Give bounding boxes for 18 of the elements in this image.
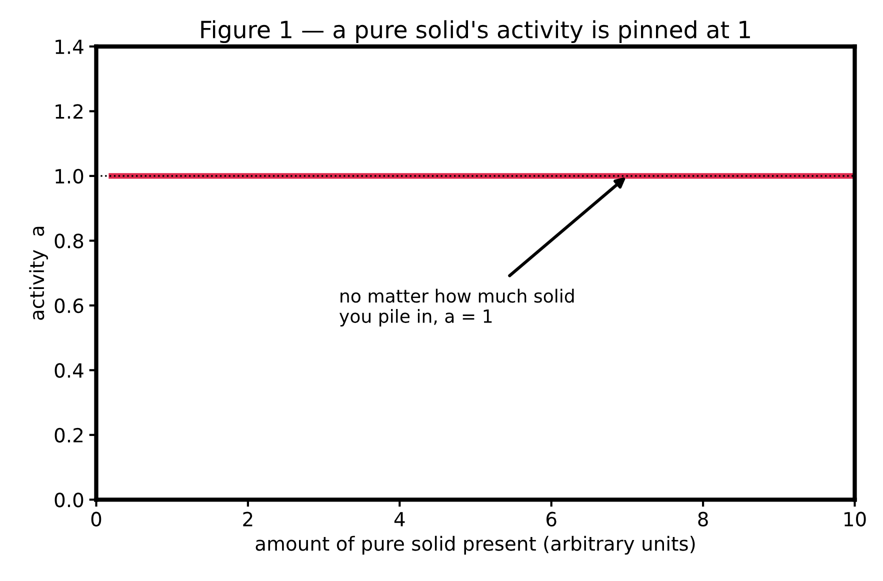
y-tick-label: 1.4 [56, 40, 84, 54]
x-tick-label: 4 [394, 512, 405, 526]
annotation: no matter how much solid you pile in, a = 1 [340, 288, 574, 326]
chart-title: Figure 1 — a pure solid's activity is pinned at 1 [201, 20, 750, 44]
x-tick-label: 2 [243, 512, 252, 526]
y-tick-label: 0.8 [54, 234, 84, 248]
y-tick-label: 0.4 [54, 363, 84, 378]
x-tick-label: 0 [91, 512, 102, 527]
y-tick-label: 1.2 [56, 104, 82, 119]
x-tick-label: 10 [844, 512, 866, 527]
x-axis-title: amount of pure solid present (arbitrary units) [256, 536, 695, 555]
y-tick-label: 1.0 [56, 168, 84, 184]
x-tick-label: 6 [546, 512, 556, 527]
y-tick-label: 0.6 [54, 298, 84, 314]
y-tick-label: 0.0 [54, 492, 84, 508]
y-axis-title: activity a [29, 226, 48, 320]
y-tick-label: 0.2 [54, 428, 82, 443]
x-tick-label: 8 [698, 512, 708, 527]
